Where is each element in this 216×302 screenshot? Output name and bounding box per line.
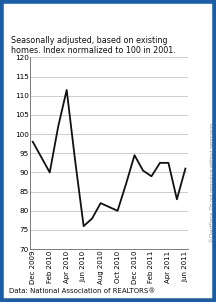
Text: Data: National Association of REALTORS®: Data: National Association of REALTORS®	[9, 288, 155, 294]
Text: Pending Home Sales: Pending Home Sales	[4, 8, 212, 26]
Text: Seasonally adjusted, based on existing
homes. Index normalized to 100 in 2001.: Seasonally adjusted, based on existing h…	[11, 36, 176, 55]
Text: ©ChartForce  Do not reproduce without permission.: ©ChartForce Do not reproduce without per…	[209, 121, 215, 242]
